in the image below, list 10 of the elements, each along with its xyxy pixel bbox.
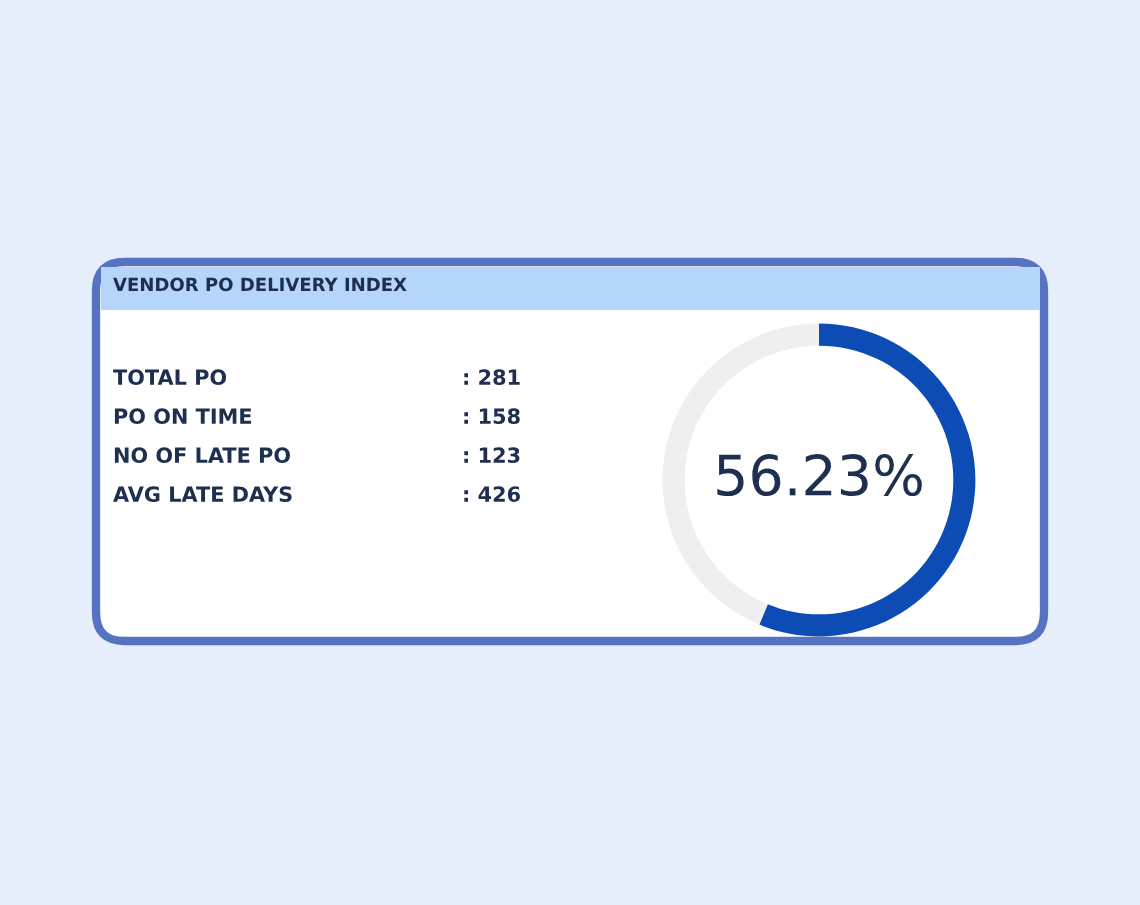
text: : 123 xyxy=(464,447,520,464)
text: : 426 xyxy=(464,486,520,503)
text: : 158 xyxy=(464,408,520,425)
text: VENDOR PO DELIVERY INDEX xyxy=(113,277,407,292)
text: AVG LATE DAYS xyxy=(113,486,292,503)
text: PO ON TIME xyxy=(114,408,252,425)
text: TOTAL PO xyxy=(113,369,227,386)
text: NO OF LATE PO xyxy=(114,447,291,464)
text: 56.23% xyxy=(717,454,922,497)
text: : 281 xyxy=(464,369,520,386)
